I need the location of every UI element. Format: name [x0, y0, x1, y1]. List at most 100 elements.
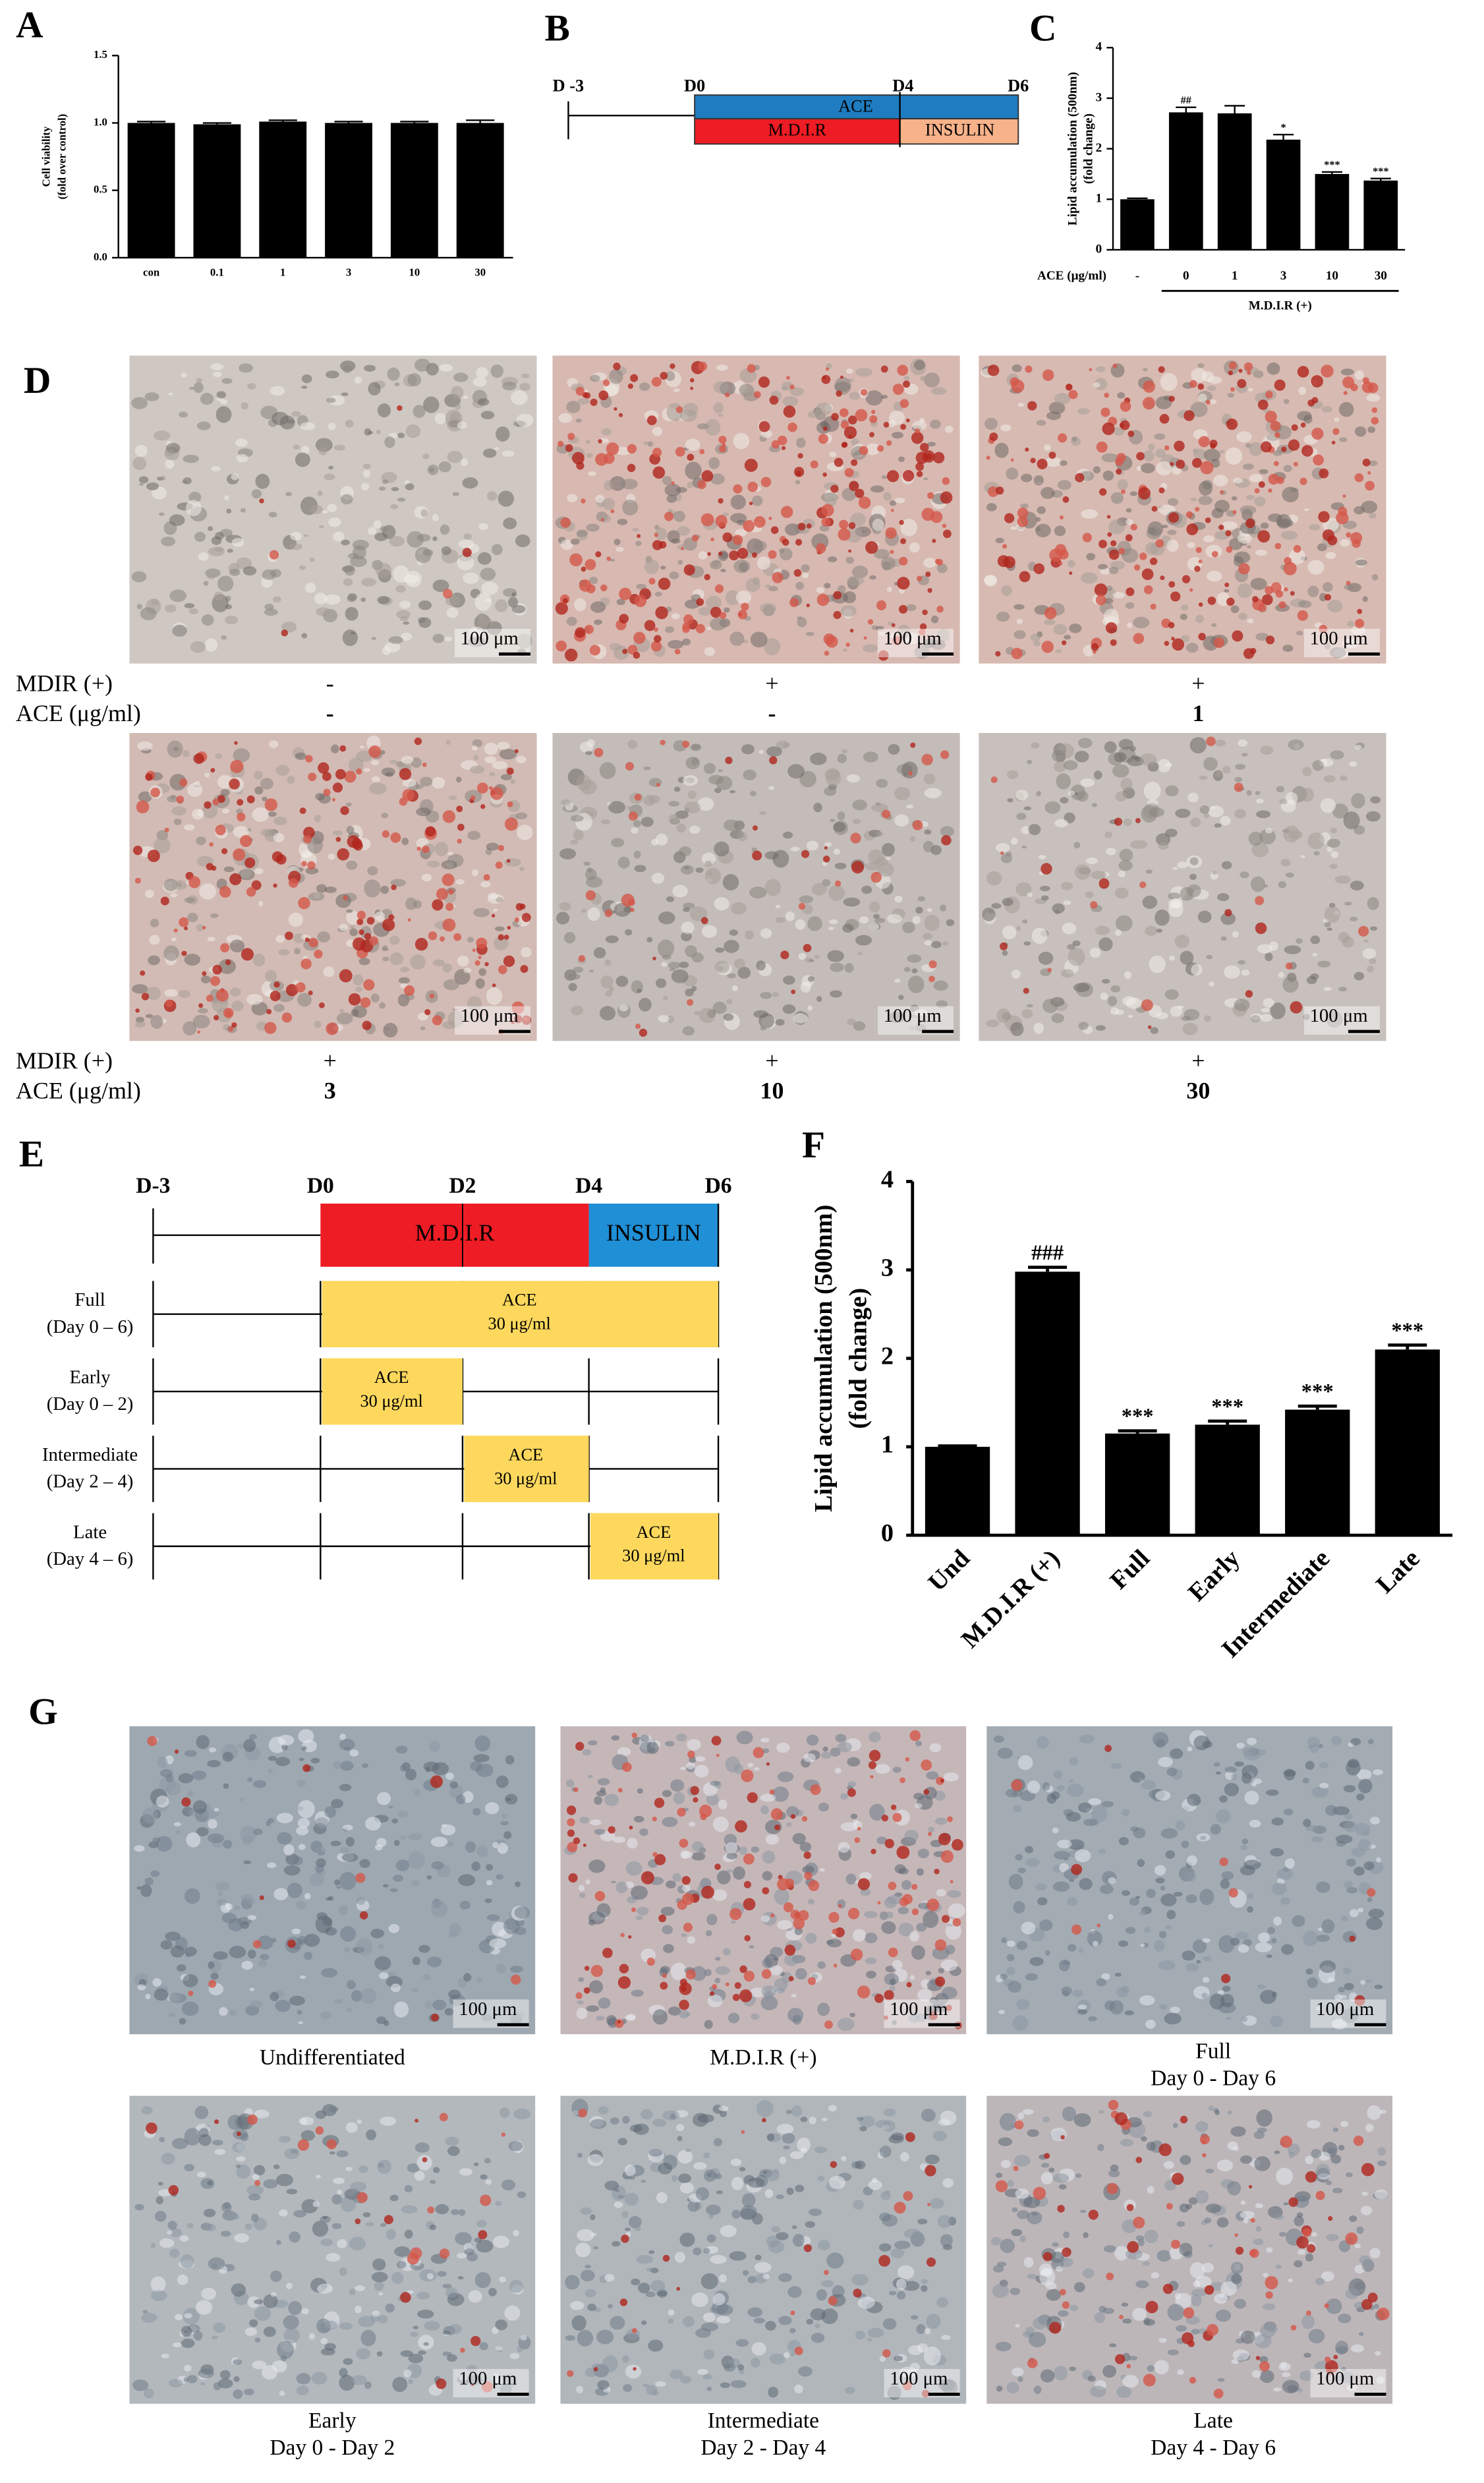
cell	[393, 2001, 409, 2018]
cell	[168, 1992, 183, 2003]
lipid-droplet	[719, 612, 727, 619]
lipid-droplet	[390, 832, 401, 843]
cell	[916, 1868, 924, 1876]
cell	[828, 926, 834, 931]
lipid-droplet	[833, 610, 842, 620]
lipid-droplet	[774, 1824, 781, 1830]
cell	[804, 957, 813, 963]
cell	[716, 2316, 731, 2324]
treatment-text: 30 μg/ml	[622, 1546, 685, 1565]
lipid-droplet	[1228, 1888, 1238, 1898]
cell	[277, 2341, 294, 2359]
cell	[1141, 1780, 1156, 1790]
cell	[503, 1918, 520, 1935]
cell	[1210, 1824, 1221, 1835]
cell	[1025, 1846, 1034, 1854]
lipid-droplet	[211, 865, 217, 871]
cell	[1355, 559, 1367, 566]
cell	[685, 2012, 691, 2016]
cell	[186, 1832, 201, 1848]
cell	[314, 1020, 322, 1028]
cell	[287, 1883, 302, 1898]
caption: Day 2 - Day 4	[700, 2436, 826, 2460]
lipid-droplet	[1170, 461, 1174, 466]
cell	[263, 2326, 276, 2337]
cell	[1122, 1809, 1130, 1817]
cell	[1190, 817, 1201, 827]
cell	[346, 860, 358, 870]
cell	[183, 1974, 198, 1987]
cell	[484, 598, 492, 603]
cell	[268, 811, 277, 817]
lipid-droplet	[397, 405, 403, 411]
cell	[173, 818, 182, 825]
cell	[1149, 955, 1166, 974]
cell	[146, 482, 159, 490]
lipid-droplet	[308, 937, 318, 948]
cell	[847, 1781, 857, 1787]
cell	[304, 582, 316, 593]
lipid-droplet	[679, 1999, 689, 2010]
cell	[577, 2329, 594, 2347]
cell	[1191, 2294, 1202, 2306]
lipid-droplet	[1336, 511, 1349, 525]
lipid-droplet	[202, 971, 207, 976]
lipid-droplet	[1252, 596, 1259, 602]
cell	[892, 1960, 903, 1971]
cell	[685, 2148, 691, 2153]
cell	[888, 2291, 897, 2296]
cell	[930, 419, 941, 429]
cell	[432, 579, 449, 593]
cell	[1011, 970, 1021, 979]
lipid-droplet	[818, 434, 829, 444]
cell	[333, 444, 346, 451]
cell	[229, 987, 241, 997]
cell	[716, 2304, 733, 2316]
cell	[346, 2007, 353, 2012]
cell	[669, 968, 675, 972]
cell	[985, 417, 998, 430]
cell	[448, 2323, 462, 2334]
cell	[1326, 2298, 1342, 2314]
lipid-droplet	[456, 805, 463, 813]
cell	[1053, 624, 1068, 635]
cell	[1292, 1915, 1305, 1927]
lipid-droplet	[1200, 461, 1214, 475]
lipid-droplet	[654, 635, 662, 643]
lipid-droplet	[690, 386, 694, 390]
lipid-droplet	[894, 2202, 906, 2214]
significance: ###	[1031, 1241, 1064, 1265]
cell	[212, 2140, 223, 2146]
cell	[930, 2198, 944, 2209]
cell	[390, 504, 399, 510]
cell	[826, 2252, 844, 2269]
cell	[1260, 1014, 1272, 1022]
cell	[1013, 2155, 1031, 2167]
cell	[407, 373, 422, 387]
lipid-droplet	[700, 513, 714, 527]
cell	[1174, 2293, 1182, 2300]
lipid-droplet	[453, 933, 462, 941]
cell	[611, 1881, 616, 1884]
cell	[445, 2136, 459, 2146]
lipid-droplet	[687, 453, 695, 461]
lipid-droplet	[687, 999, 694, 1006]
cell	[586, 453, 593, 458]
cell	[707, 1994, 723, 2008]
cell	[413, 405, 426, 418]
lipid-droplet	[938, 1832, 951, 1846]
lipid-droplet	[1062, 496, 1070, 503]
cell	[1135, 1896, 1141, 1899]
cell	[459, 2375, 469, 2381]
cell	[982, 907, 996, 921]
cell	[171, 806, 187, 816]
cell	[725, 1756, 741, 1773]
cell	[156, 2196, 163, 2205]
lipid-droplet	[916, 471, 923, 477]
lipid-droplet	[869, 415, 878, 423]
cell	[568, 983, 577, 991]
cell	[404, 2229, 413, 2239]
cell	[1350, 626, 1366, 635]
cell	[519, 866, 525, 871]
lipid-droplet	[174, 1749, 179, 1754]
